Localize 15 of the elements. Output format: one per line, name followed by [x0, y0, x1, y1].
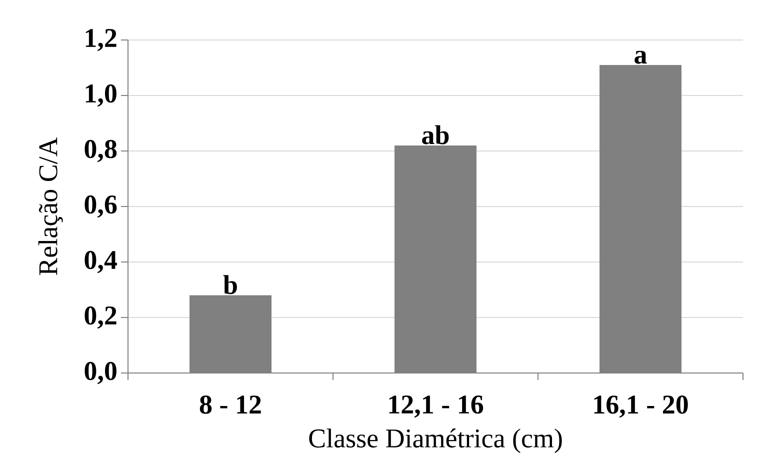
- annotation: a: [634, 50, 647, 64]
- y-tick-label: 0,4: [84, 250, 117, 274]
- y-tick-label: 1,2: [86, 28, 116, 52]
- y-axis-title: Relação C/A: [38, 137, 63, 276]
- annotation: ab: [422, 125, 449, 144]
- y-tick-label: 1,0: [86, 84, 116, 107]
- y-tick-label: 0,6: [84, 195, 117, 218]
- y-tick-label: 0,0: [84, 362, 116, 384]
- x-axis-title: Classe Diamétrica (cm): [309, 428, 562, 454]
- x-tick-label: 12,1 - 16: [389, 396, 484, 418]
- y-tick-label: 0,8: [84, 140, 117, 162]
- x-tick-label: 8 - 12: [200, 396, 261, 414]
- y-tick-label: 0,2: [84, 306, 116, 329]
- annotation: b: [223, 275, 237, 294]
- x-tick-label: 16,1 - 20: [594, 396, 688, 418]
